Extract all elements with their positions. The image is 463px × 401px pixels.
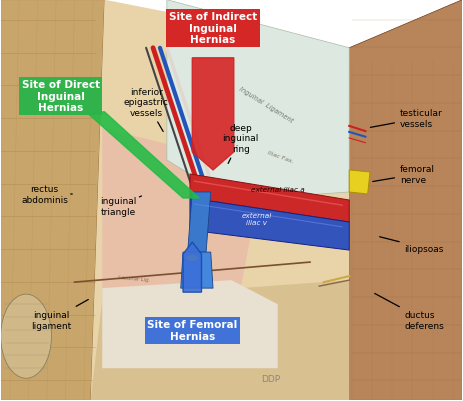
Polygon shape <box>167 1 349 200</box>
Ellipse shape <box>186 255 199 262</box>
Polygon shape <box>0 1 105 400</box>
Text: Iliac Fas.: Iliac Fas. <box>266 150 294 164</box>
Text: inguinal
triangle: inguinal triangle <box>100 196 142 216</box>
Text: deep
inguinal
ring: deep inguinal ring <box>223 124 259 164</box>
Text: Site of Femoral
Hernias: Site of Femoral Hernias <box>147 320 238 341</box>
Polygon shape <box>192 59 234 170</box>
Text: iliopsoas: iliopsoas <box>380 237 444 253</box>
Text: Lacunar Lig.: Lacunar Lig. <box>119 275 151 282</box>
Text: DDP: DDP <box>261 374 280 383</box>
Polygon shape <box>91 280 349 400</box>
Polygon shape <box>102 129 264 300</box>
Text: inferior
epigastric
vessels: inferior epigastric vessels <box>124 88 169 132</box>
Text: rectus
abdominis: rectus abdominis <box>21 185 72 204</box>
Text: ductus
deferens: ductus deferens <box>375 294 444 330</box>
Text: external
iliac v: external iliac v <box>242 212 272 225</box>
Polygon shape <box>86 113 199 198</box>
Polygon shape <box>349 1 463 400</box>
Polygon shape <box>102 280 278 369</box>
Polygon shape <box>91 1 349 400</box>
Text: femoral
nerve: femoral nerve <box>373 165 435 184</box>
Ellipse shape <box>0 294 51 378</box>
Polygon shape <box>188 192 211 253</box>
Text: inguinal
ligament: inguinal ligament <box>31 300 88 330</box>
Polygon shape <box>183 243 201 292</box>
Text: testicular
vessels: testicular vessels <box>370 109 443 128</box>
Text: external iliac a: external iliac a <box>251 186 305 192</box>
Text: Inguinal  Ligament: Inguinal Ligament <box>238 85 294 124</box>
Text: Site of Direct
Inguinal
Hernias: Site of Direct Inguinal Hernias <box>22 80 100 113</box>
Polygon shape <box>190 198 349 251</box>
Polygon shape <box>349 170 370 194</box>
Polygon shape <box>181 253 213 288</box>
Polygon shape <box>190 174 349 223</box>
Text: Site of Indirect
Inguinal
Hernias: Site of Indirect Inguinal Hernias <box>169 12 257 45</box>
